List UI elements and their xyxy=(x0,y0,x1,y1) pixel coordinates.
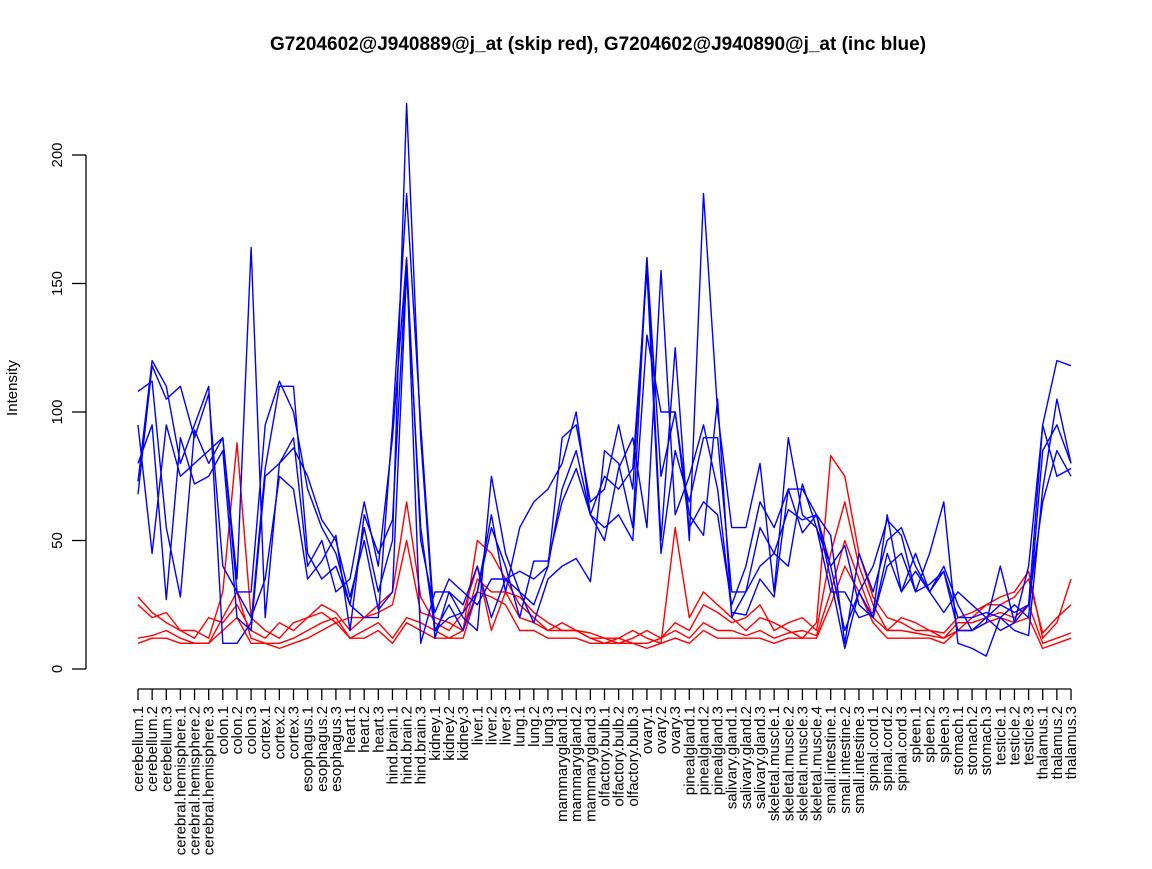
x-tick-label: thalamus.1 xyxy=(1035,706,1052,779)
series-line-skip-3 xyxy=(137,539,1072,644)
x-tick-label: cerebral.hemisphere.3 xyxy=(201,706,218,855)
x-tick-label: ovary.3 xyxy=(667,706,684,754)
x-tick-label: ovary.1 xyxy=(639,706,656,754)
x-tick-label: testicle.1 xyxy=(992,706,1009,765)
x-tick-label: hind.brain.1 xyxy=(384,706,401,784)
x-tick-label: spinal.cord.2 xyxy=(879,706,896,791)
x-tick-label: spinal.cord.3 xyxy=(893,706,910,791)
x-tick-label: liver.1 xyxy=(469,706,486,745)
x-tick-label: olfactory.bulb.2 xyxy=(611,706,628,807)
x-tick-label: ovary.2 xyxy=(653,706,670,754)
x-tick-label: thalamus.2 xyxy=(1049,706,1066,779)
series-line-inc-2 xyxy=(137,257,1072,644)
x-tick-label: olfactory.bulb.3 xyxy=(625,706,642,807)
x-tick-label: lung.3 xyxy=(540,706,557,747)
x-tick-label: salivary.gland.1 xyxy=(724,706,741,809)
x-tick-label: cerebral.hemisphere.1 xyxy=(172,706,189,855)
x-tick-label: heart.1 xyxy=(342,706,359,753)
x-tick-label: cerebellum.1 xyxy=(130,706,147,792)
x-tick-label: olfactory.bulb.1 xyxy=(597,706,614,807)
x-tick-label: small.intestine.3 xyxy=(851,706,868,814)
x-tick-label: heart.3 xyxy=(370,706,387,753)
y-tick-label: 150 xyxy=(49,271,66,296)
x-tick-label: hind.brain.3 xyxy=(413,706,430,784)
x-tick-label: liver.3 xyxy=(498,706,515,745)
series-line-inc-4 xyxy=(137,192,1072,644)
x-tick-label: small.intestine.2 xyxy=(837,706,854,814)
x-tick-label: mammarygland.3 xyxy=(582,706,599,822)
x-tick-label: pinealgland.2 xyxy=(695,706,712,795)
x-tick-label: esophagus.2 xyxy=(314,706,331,792)
x-tick-label: spleen.1 xyxy=(908,706,925,763)
x-tick-label: skeletal.muscle.2 xyxy=(780,706,797,821)
x-tick-label: skeletal.muscle.1 xyxy=(766,706,783,821)
chart-title: G7204602@J940889@j_at (skip red), G72046… xyxy=(270,34,926,55)
x-tick-label: small.intestine.1 xyxy=(823,706,840,814)
y-ticks: 0 50 100 150 200 xyxy=(49,142,86,673)
x-tick-label: stomach.1 xyxy=(950,706,967,775)
x-tick-label: testicle.3 xyxy=(1021,706,1038,765)
y-tick-label: 50 xyxy=(49,532,66,549)
x-tick-label: spleen.2 xyxy=(922,706,939,763)
x-tick-label: hind.brain.2 xyxy=(399,706,416,784)
x-tick-label: kidney.3 xyxy=(455,706,472,761)
x-tick-label: colon.1 xyxy=(215,706,232,754)
x-tick-label: lung.1 xyxy=(512,706,529,747)
x-tick-label: cortex.2 xyxy=(271,706,288,759)
x-tick-label: skeletal.muscle.3 xyxy=(794,706,811,821)
series-lines xyxy=(137,102,1072,657)
x-tick-label: cortex.1 xyxy=(257,706,274,759)
x-tick-label: salivary.gland.3 xyxy=(752,706,769,809)
x-tick-label: kidney.2 xyxy=(441,706,458,761)
series-line-skip-2 xyxy=(137,501,1072,644)
x-tick-label: cerebral.hemisphere.2 xyxy=(187,706,204,855)
y-axis-label: Intensity xyxy=(4,360,21,416)
y-tick-label: 100 xyxy=(49,399,66,424)
x-tick-label: spinal.cord.1 xyxy=(865,706,882,791)
y-tick-label: 0 xyxy=(49,665,66,673)
x-tick-label: cortex.3 xyxy=(286,706,303,759)
series-line-inc-5 xyxy=(137,102,1072,639)
x-tick-label: heart.2 xyxy=(356,706,373,753)
x-ticks: cerebellum.1cerebellum.2cerebellum.3cere… xyxy=(130,689,1080,855)
x-tick-label: esophagus.1 xyxy=(300,706,317,792)
x-tick-label: testicle.2 xyxy=(1006,706,1023,765)
x-tick-label: colon.3 xyxy=(243,706,260,754)
series-line-inc-1 xyxy=(137,246,1072,644)
x-tick-label: skeletal.muscle.4 xyxy=(809,706,826,821)
x-tick-label: salivary.gland.2 xyxy=(738,706,755,809)
x-tick-label: pinealgland.3 xyxy=(710,706,727,795)
x-tick-label: stomach.3 xyxy=(978,706,995,775)
x-tick-label: lung.2 xyxy=(526,706,543,747)
x-tick-label: spleen.3 xyxy=(936,706,953,763)
x-tick-label: kidney.1 xyxy=(427,706,444,761)
x-tick-label: stomach.2 xyxy=(964,706,981,775)
x-tick-label: pinealgland.1 xyxy=(681,706,698,795)
x-tick-label: cerebellum.3 xyxy=(158,706,175,792)
x-tick-label: esophagus.3 xyxy=(328,706,345,792)
x-tick-label: mammarygland.2 xyxy=(568,706,585,822)
series-line-skip-4 xyxy=(137,565,1072,650)
y-tick-label: 200 xyxy=(49,142,66,167)
x-tick-label: colon.2 xyxy=(229,706,246,754)
x-tick-label: liver.2 xyxy=(483,706,500,745)
x-tick-label: mammarygland.1 xyxy=(554,706,571,822)
x-tick-label: thalamus.3 xyxy=(1063,706,1080,779)
x-tick-label: cerebellum.2 xyxy=(144,706,161,792)
